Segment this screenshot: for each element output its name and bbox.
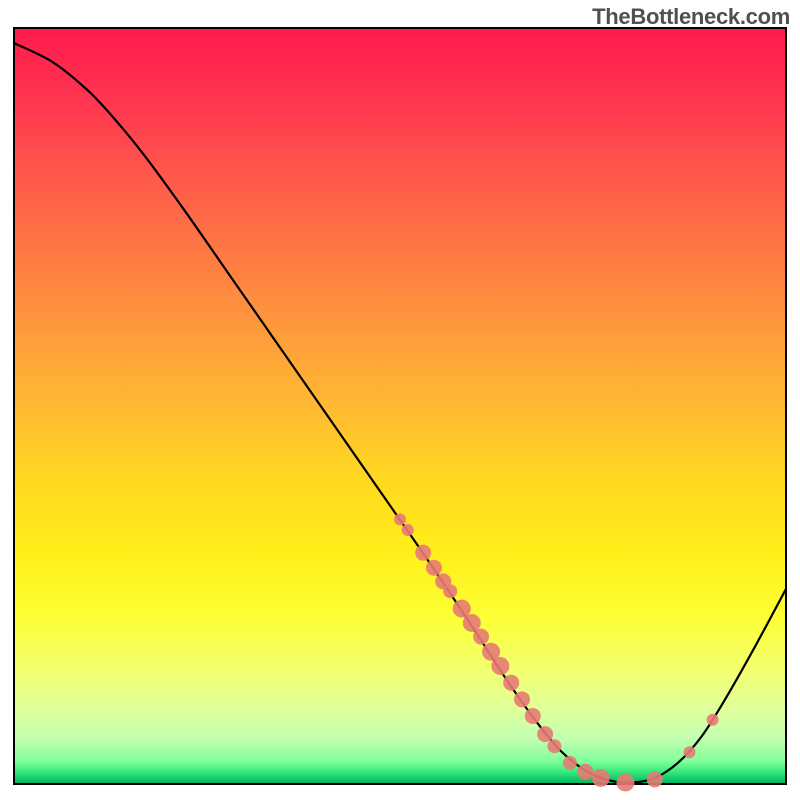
data-marker — [503, 675, 519, 691]
data-marker — [707, 714, 719, 726]
data-marker — [415, 545, 431, 561]
data-marker — [684, 746, 696, 758]
bottleneck-curve — [14, 43, 786, 782]
data-marker — [426, 560, 442, 576]
attribution-label: TheBottleneck.com — [592, 4, 790, 30]
data-marker — [394, 513, 406, 525]
data-marker — [525, 708, 541, 724]
data-marker — [647, 771, 663, 787]
data-markers — [394, 513, 719, 791]
data-marker — [402, 524, 414, 536]
data-marker — [547, 739, 561, 753]
data-marker — [443, 584, 457, 598]
data-marker — [514, 691, 530, 707]
data-marker — [537, 726, 553, 742]
data-marker — [563, 756, 577, 770]
data-marker — [473, 629, 489, 645]
chart-container: TheBottleneck.com — [0, 0, 800, 800]
data-marker — [577, 764, 593, 780]
data-marker — [491, 657, 509, 675]
data-marker — [592, 769, 610, 787]
chart-svg — [0, 0, 800, 800]
data-marker — [616, 773, 634, 791]
